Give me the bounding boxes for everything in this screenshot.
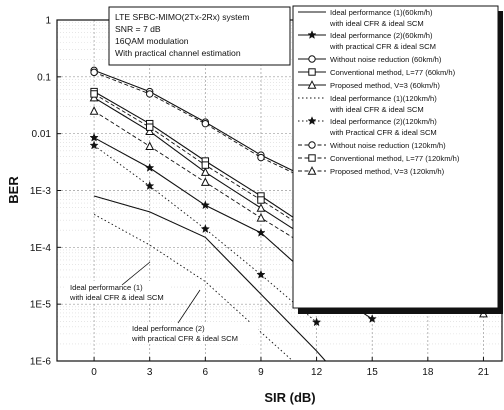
annotation-ideal-2: Ideal performance (2) with practical CFR… xyxy=(128,289,258,344)
x-tick-label: 3 xyxy=(147,367,153,378)
info-line-modulation: 16QAM modulation xyxy=(115,36,189,46)
series-6-point xyxy=(256,269,266,279)
legend-samples xyxy=(298,11,326,175)
series-9-point xyxy=(145,141,155,150)
series-4-point xyxy=(256,203,266,212)
series-0 xyxy=(93,195,327,361)
info-line-snr: SNR = 7 dB xyxy=(115,24,161,34)
legend-frame xyxy=(292,5,499,309)
series-8-point xyxy=(146,123,154,131)
legend-label-5-b: with ideal CFR & ideal SCM xyxy=(329,105,424,114)
annotation-ideal-2-bg xyxy=(128,322,258,344)
legend-label-8: Conventional method, L=77 (120km/h) xyxy=(330,154,460,163)
x-tick-label: 12 xyxy=(311,367,323,378)
series-4-point xyxy=(200,167,210,176)
x-tick-label: 21 xyxy=(478,367,490,378)
y-tick-label: 1E-6 xyxy=(30,357,52,368)
series-7-point xyxy=(146,90,154,98)
legend-sample-marker-4 xyxy=(307,80,317,89)
legend-sample-marker-2 xyxy=(308,55,316,63)
series-6 xyxy=(89,140,322,327)
info-line-estimation: With practical channel estimation xyxy=(115,48,241,58)
x-tick-label: 0 xyxy=(91,367,97,378)
axis-ticks: 1E-6 1E-5 1E-4 1E-3 0.01 0.1 1 0 3 6 9 12 15 18 21 xyxy=(30,16,490,379)
series-9-point xyxy=(89,106,99,115)
series-line-8 xyxy=(93,93,484,297)
x-axis-title: SIR (dB) xyxy=(264,390,315,405)
x-tick-label: 9 xyxy=(258,367,264,378)
series-1-point xyxy=(256,227,266,237)
legend-label-7: Without noise reduction (120km/h) xyxy=(330,141,446,150)
annotation-ideal-1-pointer xyxy=(121,261,151,286)
series-6-point xyxy=(200,224,210,233)
series-1-point xyxy=(145,162,155,172)
annotation-ideal-2-pointer xyxy=(177,289,201,324)
legend-label-4: Proposed method, V=3 (60km/h) xyxy=(330,81,440,90)
series-7-point xyxy=(90,68,98,77)
series-7-point xyxy=(257,153,265,162)
series-line-9 xyxy=(93,110,484,315)
series-1-point xyxy=(367,314,377,323)
legend-sample-marker-9 xyxy=(307,166,317,175)
x-tick-label: 18 xyxy=(422,367,434,378)
legend-label-6-a: Ideal performance (2)(120km/h) xyxy=(330,117,437,126)
series-line-0 xyxy=(93,195,327,361)
legend-label-9: Proposed method, V=3 (120km/h) xyxy=(330,167,445,176)
series-8-point xyxy=(257,196,265,204)
legend-label-1-b: with practical CFR & ideal SCM xyxy=(329,42,436,51)
legend-label-3: Conventional method, L=77 (60km/h) xyxy=(330,68,456,77)
legend-label-5-a: Ideal performance (1)(120km/h) xyxy=(330,94,437,103)
y-tick-label: 1 xyxy=(45,16,51,27)
legend-label-1-a: Ideal performance (2)(60km/h) xyxy=(330,31,433,40)
legend-sample-marker-1 xyxy=(307,30,317,39)
series-9-point xyxy=(256,212,266,222)
y-tick-label: 1E-5 xyxy=(30,300,52,311)
legend-sample-marker-8 xyxy=(308,154,316,162)
series-6-point xyxy=(311,317,322,327)
y-tick-label: 1E-4 xyxy=(30,243,52,254)
y-tick-label: 0.01 xyxy=(32,129,52,140)
annotation-ideal-1-line2: with ideal CFR & ideal SCM xyxy=(69,293,164,302)
x-tick-label: 6 xyxy=(203,367,209,378)
annotation-ideal-2-line2: with practical CFR & ideal SCM xyxy=(131,334,238,343)
info-box-frame xyxy=(108,6,291,66)
y-axis-title: BER xyxy=(6,176,21,204)
info-box: LTE SFBC-MIMO(2Tx-2Rx) system SNR = 7 dB… xyxy=(108,6,291,66)
legend-label-0-b: with ideal CFR & ideal SCM xyxy=(329,19,424,28)
legend-sample-marker-3 xyxy=(308,68,316,76)
legend-sample-marker-6 xyxy=(307,116,317,125)
series-7-point xyxy=(201,119,210,128)
legend-label-0-a: Ideal performance (1)(60km/h) xyxy=(330,8,433,17)
y-tick-label: 1E-3 xyxy=(30,186,52,197)
series-4-point xyxy=(145,126,155,136)
legend-label-2: Without noise reduction (60km/h) xyxy=(330,55,442,64)
x-tick-label: 15 xyxy=(367,367,379,378)
series-1-point xyxy=(89,132,99,142)
series-6-point xyxy=(89,140,99,150)
series-8-point xyxy=(90,90,98,98)
legend-label-6-b: with Practical CFR & ideal SCM xyxy=(329,128,437,137)
annotation-ideal-1-line1: Ideal performance (1) xyxy=(70,283,143,292)
series-8-point xyxy=(201,161,210,169)
legend-sample-marker-7 xyxy=(308,141,316,149)
y-tick-label: 0.1 xyxy=(37,72,51,83)
series-9-point xyxy=(200,177,210,186)
annotation-ideal-1-bg xyxy=(66,281,170,303)
annotation-ideal-2-line1: Ideal performance (2) xyxy=(132,324,205,333)
series-1-point xyxy=(200,200,210,210)
info-line-system: LTE SFBC-MIMO(2Tx-2Rx) system xyxy=(115,12,249,22)
legend: Ideal performance (1)(60km/h) with ideal… xyxy=(292,5,503,314)
series-6-point xyxy=(145,181,155,190)
annotation-ideal-1: Ideal performance (1) with ideal CFR & i… xyxy=(66,261,170,303)
